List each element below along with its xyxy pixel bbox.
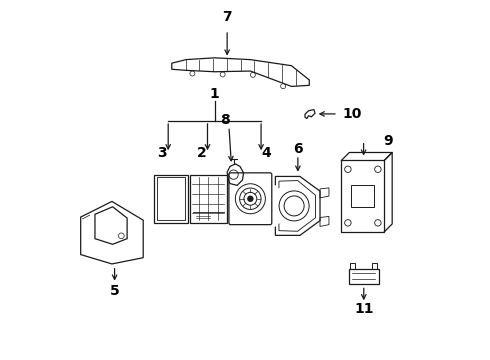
Text: 1: 1 [210, 87, 220, 101]
Text: 3: 3 [157, 146, 167, 160]
Text: 8: 8 [220, 113, 230, 127]
Text: 7: 7 [222, 10, 232, 24]
Circle shape [248, 196, 253, 201]
Text: 2: 2 [196, 146, 206, 160]
Text: 6: 6 [293, 141, 303, 156]
Text: 4: 4 [262, 146, 271, 160]
Text: 9: 9 [383, 134, 392, 148]
Text: 5: 5 [110, 284, 120, 298]
Text: 11: 11 [354, 302, 373, 316]
Text: 10: 10 [343, 107, 362, 121]
